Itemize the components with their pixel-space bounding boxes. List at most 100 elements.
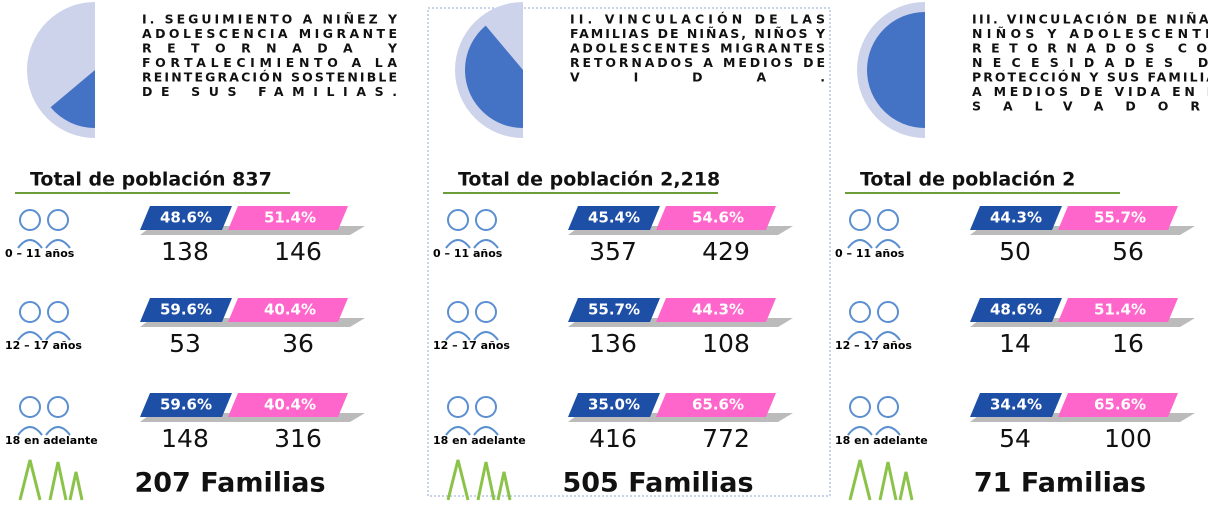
- female-percent: 55.7%: [1094, 209, 1146, 227]
- pie-wedge: [465, 25, 523, 129]
- female-count: 108: [702, 329, 750, 358]
- person-icon: [877, 396, 899, 418]
- female-percent: 44.3%: [692, 301, 744, 319]
- male-tag: [568, 298, 660, 322]
- family-icon: [18, 459, 84, 501]
- person-icon: [847, 331, 901, 341]
- family-icon: [848, 459, 914, 501]
- age-label: 18 en adelante: [835, 434, 928, 447]
- person-icon: [47, 396, 69, 418]
- male-count: 53: [169, 329, 201, 358]
- female-percent: 65.6%: [1094, 396, 1146, 414]
- male-count: 136: [589, 329, 637, 358]
- female-tag: [1058, 393, 1178, 417]
- panel-title: III. VINCULACIÓN DE NIÑAS,: [972, 12, 1208, 27]
- person-icon: [475, 396, 497, 418]
- person-icon: [17, 239, 71, 249]
- panel-title: SALVADOR.: [972, 99, 1208, 114]
- male-tag: [970, 206, 1062, 230]
- female-count: 16: [1112, 329, 1144, 358]
- male-count: 357: [589, 237, 637, 266]
- female-tag: [656, 298, 776, 322]
- person-icon: [447, 396, 469, 418]
- panel-title: ADOLESCENCIA MIGRANTE: [142, 26, 397, 41]
- panel-title: I. SEGUIMIENTO A NIÑEZ Y: [142, 12, 398, 27]
- person-icon: [849, 396, 871, 418]
- population-total: Total de población 2: [860, 169, 1075, 191]
- male-percent: 48.6%: [160, 209, 212, 227]
- pie-wedge: [867, 12, 925, 128]
- female-count: 56: [1112, 237, 1144, 266]
- panel-title: II. VINCULACIÓN DE LAS: [570, 12, 825, 27]
- male-percent: 48.6%: [990, 301, 1042, 319]
- person-icon: [17, 426, 71, 436]
- female-percent: 40.4%: [264, 301, 316, 319]
- person-icon: [445, 239, 499, 249]
- male-tag: [568, 393, 660, 417]
- male-percent: 55.7%: [588, 301, 640, 319]
- female-count: 36: [282, 329, 314, 358]
- panel-title: RETORNADOS A MEDIOS DE: [570, 55, 825, 70]
- panel-frame: [427, 7, 831, 497]
- panel-title: PROTECCIÓN Y SUS FAMILIAS: [972, 70, 1208, 85]
- male-percent: 45.4%: [588, 209, 640, 227]
- panel-title: DE SUS FAMILIAS.: [142, 84, 397, 99]
- age-label: 18 en adelante: [433, 434, 526, 447]
- person-icon: [877, 209, 899, 231]
- female-percent: 51.4%: [1094, 301, 1146, 319]
- panel-title: FAMILIAS DE NIÑAS, NIÑOS Y: [570, 26, 826, 41]
- male-tag: [970, 298, 1062, 322]
- panel-title: VIDA.: [570, 70, 825, 85]
- family-icon: [446, 459, 512, 501]
- male-tag: [140, 298, 232, 322]
- male-percent: 59.6%: [160, 301, 212, 319]
- male-percent: 44.3%: [990, 209, 1042, 227]
- families: 505 Familias: [562, 468, 753, 499]
- male-count: 54: [999, 424, 1031, 453]
- female-tag: [656, 206, 776, 230]
- panel-title: FORTALECIMIENTO A LA: [142, 55, 397, 70]
- female-tag: [656, 393, 776, 417]
- panel-title: NIÑOS Y ADOLESCENTES: [972, 26, 1208, 41]
- female-tag: [228, 393, 348, 417]
- families: 207 Familias: [134, 468, 325, 499]
- person-icon: [447, 301, 469, 323]
- female-count: 100: [1104, 424, 1152, 453]
- person-icon: [17, 331, 71, 341]
- female-tag: [1058, 298, 1178, 322]
- panel-title: NECESIDADES DE: [972, 55, 1208, 70]
- person-icon: [19, 209, 41, 231]
- male-count: 138: [161, 237, 209, 266]
- panel-title: RETORNADOS CON: [972, 41, 1208, 56]
- female-tag: [1058, 206, 1178, 230]
- male-count: 148: [161, 424, 209, 453]
- male-count: 416: [589, 424, 637, 453]
- person-icon: [47, 301, 69, 323]
- age-label: 12 – 17 años: [835, 339, 912, 352]
- male-tag: [140, 393, 232, 417]
- age-label: 0 – 11 años: [5, 247, 75, 260]
- person-icon: [19, 396, 41, 418]
- panel-title: A MEDIOS DE VIDA EN EL: [972, 84, 1208, 99]
- person-icon: [475, 209, 497, 231]
- person-icon: [847, 426, 901, 436]
- female-percent: 40.4%: [264, 396, 316, 414]
- population-total: Total de población 2,218: [458, 169, 720, 191]
- female-percent: 65.6%: [692, 396, 744, 414]
- panel-title: REINTEGRACIÓN SOSTENIBLE: [142, 70, 397, 85]
- age-label: 0 – 11 años: [835, 247, 905, 260]
- age-label: 18 en adelante: [5, 434, 98, 447]
- person-icon: [47, 209, 69, 231]
- age-label: 12 – 17 años: [5, 339, 82, 352]
- person-icon: [19, 301, 41, 323]
- person-icon: [445, 331, 499, 341]
- male-count: 50: [999, 237, 1031, 266]
- person-icon: [849, 301, 871, 323]
- female-count: 146: [274, 237, 322, 266]
- age-label: 12 – 17 años: [433, 339, 510, 352]
- female-count: 429: [702, 237, 750, 266]
- person-icon: [847, 239, 901, 249]
- female-count: 316: [274, 424, 322, 453]
